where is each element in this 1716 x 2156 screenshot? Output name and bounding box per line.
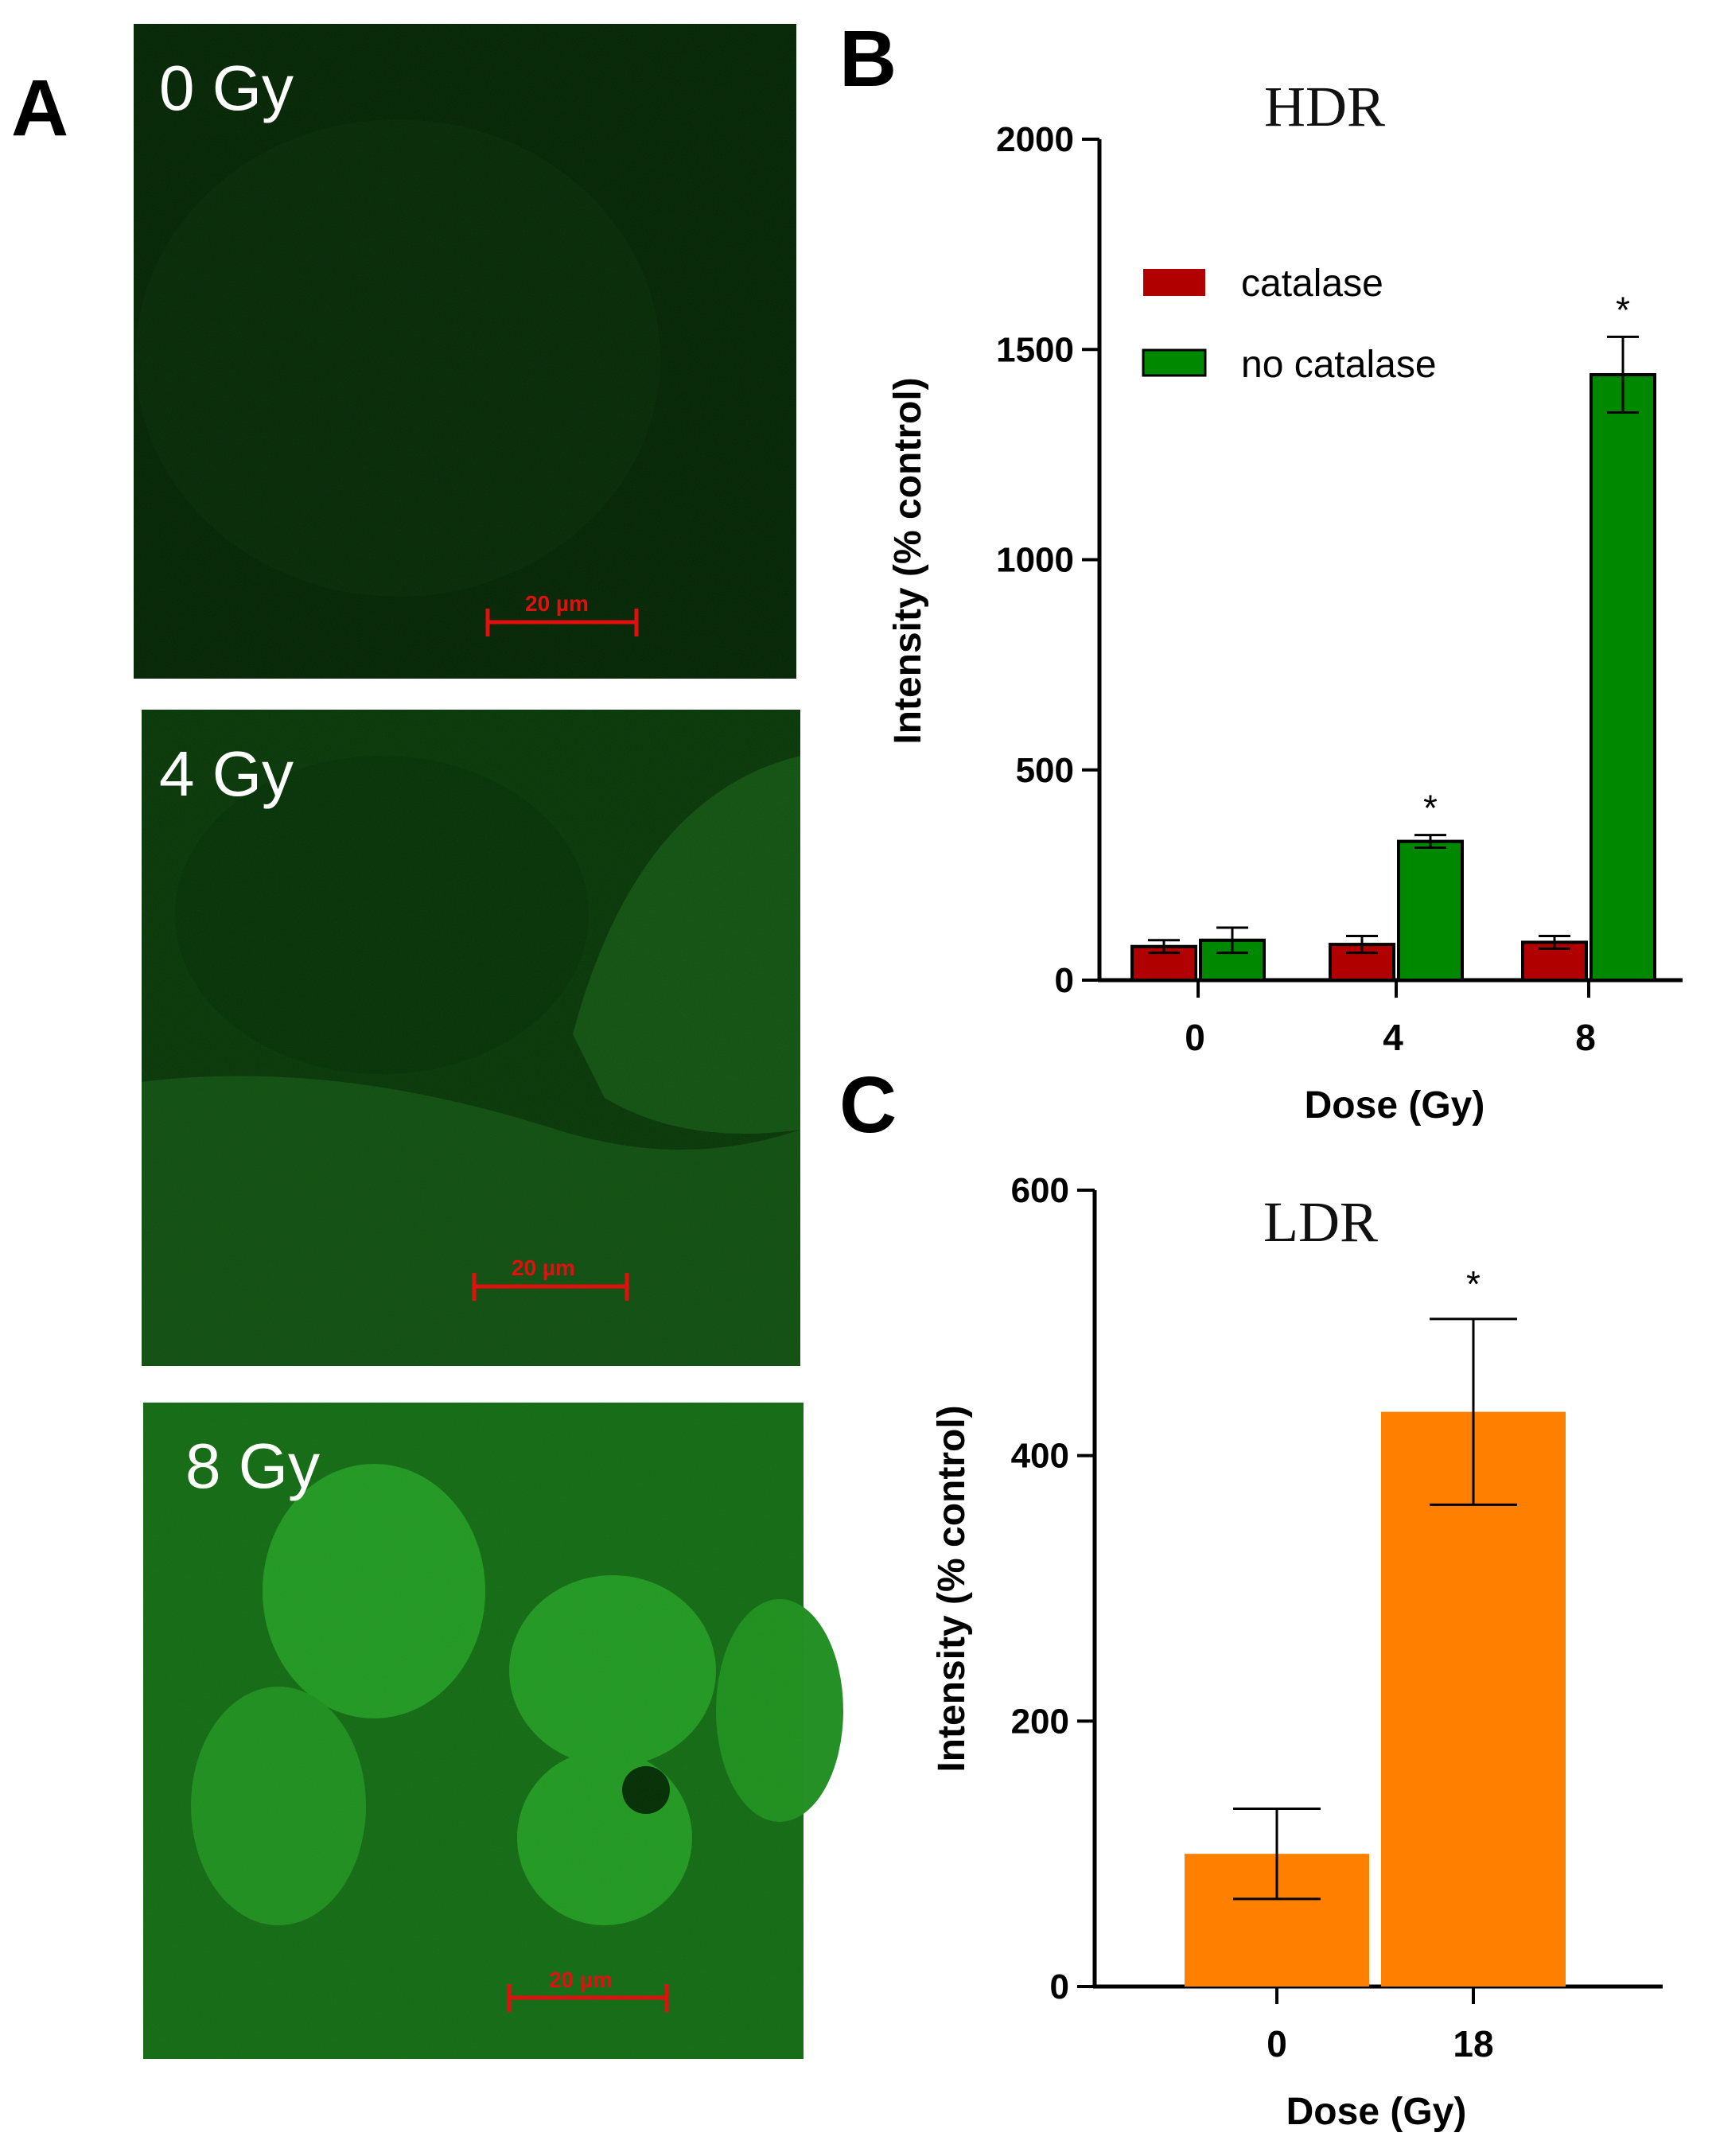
hdr-bar-no-catalase-0 <box>1199 938 1266 982</box>
hdr-y-tick-label-3: 1500 <box>996 330 1074 369</box>
hdr-chart: HDR catalase no catalase Dose (Gy) Inten… <box>887 75 1683 1127</box>
hdr-y-axis-title: Intensity (% control) <box>887 377 929 744</box>
scale-bar-text-4gy: 20 µm <box>512 1255 575 1280</box>
scale-bar-text-8gy: 20 µm <box>549 1967 613 1992</box>
hdr-legend: catalase no catalase <box>1142 263 1437 386</box>
ldr-y-tick-label-3: 600 <box>1011 1171 1069 1210</box>
legend-label-no-catalase: no catalase <box>1241 344 1437 386</box>
hdr-y-tick-label-4: 2000 <box>996 120 1074 159</box>
hdr-x-tick-label-0: 0 <box>1185 1017 1205 1058</box>
hdr-y-tick-label-2: 1000 <box>996 541 1074 580</box>
scale-bar-0gy: 20 µm <box>485 591 639 636</box>
hdr-error-bar-1-4 <box>1414 834 1446 850</box>
micrograph-4gy: 4 Gy 20 µm <box>142 710 800 1366</box>
hdr-error-bar-0-4 <box>1346 935 1378 955</box>
legend-swatch-catalase <box>1143 269 1205 296</box>
hdr-x-tick-label-2: 8 <box>1575 1017 1596 1058</box>
scale-bar-8gy: 20 µm <box>507 1967 669 2012</box>
image-label-0gy: 0 Gy <box>159 53 294 123</box>
legend-swatch-no-catalase <box>1142 348 1207 377</box>
hdr-x-tick-label-1: 4 <box>1383 1017 1403 1058</box>
hdr-error-bar-0-0 <box>1148 939 1180 955</box>
hdr-bar-no-catalase-4 <box>1397 839 1464 982</box>
hdr-error-bar-0-8 <box>1539 935 1570 950</box>
scale-bar-text-0gy: 20 µm <box>525 591 589 616</box>
micrograph-8gy: 8 Gy 20 µm <box>143 1403 843 2059</box>
ldr-chart: LDR Dose (Gy) Intensity (% control) 0 200… <box>931 1171 1663 2133</box>
panel-c-letter: C <box>839 1060 897 1150</box>
image-label-4gy: 4 Gy <box>159 738 294 809</box>
ldr-y-tick-label-0: 0 <box>1050 1967 1069 2006</box>
ldr-x-tick-label-0: 0 <box>1267 2023 1287 2065</box>
image-label-8gy: 8 Gy <box>185 1430 320 1501</box>
hdr-error-bar-1-8 <box>1607 335 1639 414</box>
hdr-chart-title: HDR <box>1264 75 1385 138</box>
hdr-error-bar-1-0 <box>1216 926 1248 955</box>
ldr-y-axis-title: Intensity (% control) <box>931 1405 973 1772</box>
ldr-y-tick-label-2: 400 <box>1011 1437 1069 1476</box>
hdr-y-tick-label-1: 500 <box>1016 751 1074 790</box>
ldr-significance-star-18: * <box>1466 1263 1481 1305</box>
legend-label-catalase: catalase <box>1241 263 1383 305</box>
panel-b-letter: B <box>839 14 897 103</box>
ldr-x-axis-title: Dose (Gy) <box>1286 2091 1467 2133</box>
hdr-x-axis-title: Dose (Gy) <box>1305 1084 1485 1127</box>
ldr-x-tick-label-1: 18 <box>1453 2023 1493 2065</box>
hdr-significance-star-8: * <box>1616 289 1630 330</box>
ldr-bar-18 <box>1381 1411 1566 1987</box>
hdr-bar-no-catalase-8 <box>1590 372 1656 982</box>
hdr-y-tick-label-0: 0 <box>1055 961 1074 1000</box>
hdr-significance-star-4: * <box>1423 788 1438 829</box>
ldr-chart-title: LDR <box>1263 1190 1378 1254</box>
scale-bar-4gy: 20 µm <box>472 1255 629 1301</box>
ldr-error-bar-18 <box>1430 1317 1517 1506</box>
ldr-y-tick-label-1: 200 <box>1011 1702 1069 1741</box>
panel-a-letter: A <box>11 64 68 153</box>
micrograph-0gy: 0 Gy 20 µm <box>134 24 796 679</box>
ldr-error-bar-0 <box>1233 1807 1321 1901</box>
